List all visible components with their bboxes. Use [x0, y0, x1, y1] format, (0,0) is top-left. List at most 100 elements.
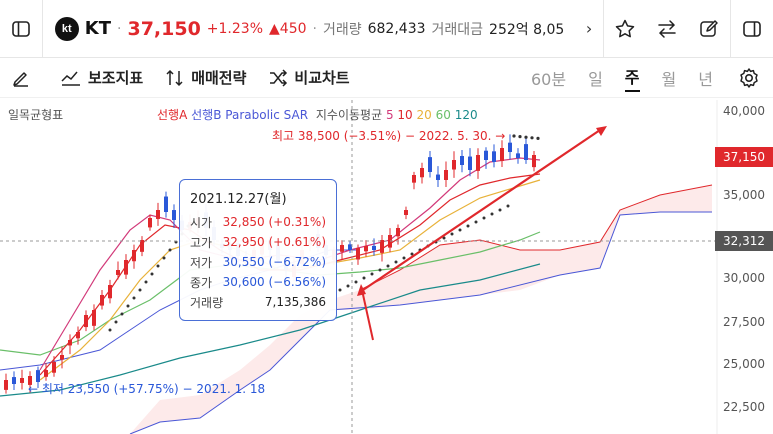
amount-value: 252억 8,05 [489, 21, 565, 38]
compare-button[interactable]: 비교차트 [268, 67, 350, 88]
tooltip-low-label: 저가 [190, 255, 213, 270]
edit-icon [700, 19, 718, 37]
candle-body [36, 370, 40, 382]
candle-body [516, 153, 520, 158]
candle-body [100, 295, 104, 306]
divider [41, 0, 43, 58]
y-tick: 30,000 [723, 271, 765, 285]
period-tab-month[interactable]: 월 [661, 70, 677, 89]
amount-label: 거래대금 [431, 21, 484, 38]
pointer-arrowhead [357, 284, 366, 296]
period-tab-year[interactable]: 년 [698, 70, 713, 89]
chart-toolbar: 보조지표 매매전략 비교차트 60분 일 주 월 년 [0, 58, 773, 98]
legend-sar: Parabolic SAR [225, 108, 309, 122]
period-tab-week[interactable]: 주 [624, 64, 640, 92]
candle-body [92, 310, 96, 326]
sar-dot [402, 256, 406, 260]
span-a-line [359, 184, 713, 291]
candle-body [68, 340, 72, 346]
sar-dot [482, 216, 486, 220]
sar-dot [370, 272, 374, 276]
candle-body [524, 144, 528, 160]
ichimoku-legend[interactable]: 일목균형표 [8, 108, 64, 122]
sar-dot [458, 228, 462, 232]
trendline [359, 127, 604, 293]
sar-dot [498, 208, 502, 212]
pointer-arrow [361, 289, 374, 341]
candle-body [380, 240, 384, 253]
indicators-label: 보조지표 [88, 69, 144, 87]
candle-body [132, 250, 136, 262]
shuffle-icon [270, 68, 288, 87]
high-annotation: 최고 38,500 (−3.51%) − 2022. 5. 30. → [272, 129, 506, 143]
sar-dot [362, 276, 366, 280]
price-chart[interactable]: 일목균형표 선행A 선행B Parabolic SAR 지수이동평균 5 10 … [0, 100, 773, 434]
swap-button[interactable] [646, 0, 688, 58]
ma120-line [0, 263, 541, 397]
candle-body [348, 244, 352, 250]
sidebar-toggle-button[interactable] [0, 0, 42, 58]
candle-body [500, 148, 504, 162]
tooltip-close-label: 종가 [190, 275, 213, 290]
sar-dot [132, 296, 136, 300]
candle-body [468, 156, 472, 170]
legend-ma60: 60 [435, 108, 451, 122]
stock-summary[interactable]: kt KT · 37,150 +1.23% ▲450 · 거래량 682,433… [43, 16, 575, 41]
trendline-arrowhead [596, 126, 607, 136]
sar-dot [524, 135, 528, 139]
sar-dot [150, 272, 154, 276]
candle-body [84, 315, 88, 328]
sar-dot [346, 284, 350, 288]
legend-span-a: 선행A [157, 108, 188, 122]
sar-dot [144, 280, 148, 284]
candle-body [60, 355, 64, 360]
candle-body [172, 210, 176, 220]
volume-value: 682,433 [367, 20, 426, 37]
candle-body [372, 245, 376, 250]
sar-dot [168, 248, 172, 252]
indicators-button[interactable]: 보조지표 [60, 67, 143, 88]
panel-right-toggle-button[interactable] [731, 0, 773, 58]
legend-ma-label: 지수이동평균 [315, 108, 383, 122]
favorite-button[interactable] [604, 0, 646, 58]
period-tabs: 60분 일 주 월 년 [531, 58, 713, 98]
candle-body [412, 175, 416, 183]
divider [603, 0, 604, 58]
candle-body [436, 174, 440, 180]
sar-dot [506, 204, 510, 208]
legend-ma10: 10 [397, 108, 413, 122]
star-icon [615, 19, 635, 37]
sar-dot [126, 304, 130, 308]
sar-dot [378, 268, 382, 272]
legend-ma120: 120 [454, 108, 478, 122]
swap-arrows-icon [658, 19, 676, 38]
candle-body [508, 142, 512, 152]
tooltip-volume: 7,135,386 [264, 295, 326, 309]
candle-body [156, 210, 160, 219]
period-tab-day[interactable]: 일 [588, 70, 603, 89]
panel-left-icon [12, 20, 30, 37]
expand-chevron-button[interactable]: › [575, 0, 603, 58]
strategy-label: 매매전략 [191, 69, 247, 87]
tooltip-low: 30,550 (−6.72%) [222, 255, 326, 269]
indicator-legend[interactable]: 선행A 선행B Parabolic SAR 지수이동평균 5 10 20 60 … [157, 106, 478, 123]
candle-body [476, 155, 480, 171]
tooltip-high: 32,950 (+0.61%) [222, 235, 326, 249]
edit-button[interactable] [688, 0, 730, 58]
legend-span-b: 선행B [191, 108, 222, 122]
period-tab-60min[interactable]: 60분 [530, 70, 567, 89]
candle-body [404, 210, 408, 215]
candle-body [340, 245, 344, 252]
sar-dot [410, 252, 414, 256]
sar-dot [386, 264, 390, 268]
sar-dot [114, 320, 118, 324]
candle-body [124, 260, 128, 275]
settings-button[interactable] [735, 64, 763, 92]
strategy-button[interactable]: 매매전략 [165, 67, 246, 88]
change-percent: +1.23% [206, 20, 264, 37]
sar-dot [394, 260, 398, 264]
tooltip-close: 30,600 (−6.56%) [222, 275, 326, 289]
draw-tool-button[interactable] [0, 58, 42, 98]
tooltip-volume-label: 거래량 [190, 295, 224, 310]
candle-body [108, 285, 112, 299]
